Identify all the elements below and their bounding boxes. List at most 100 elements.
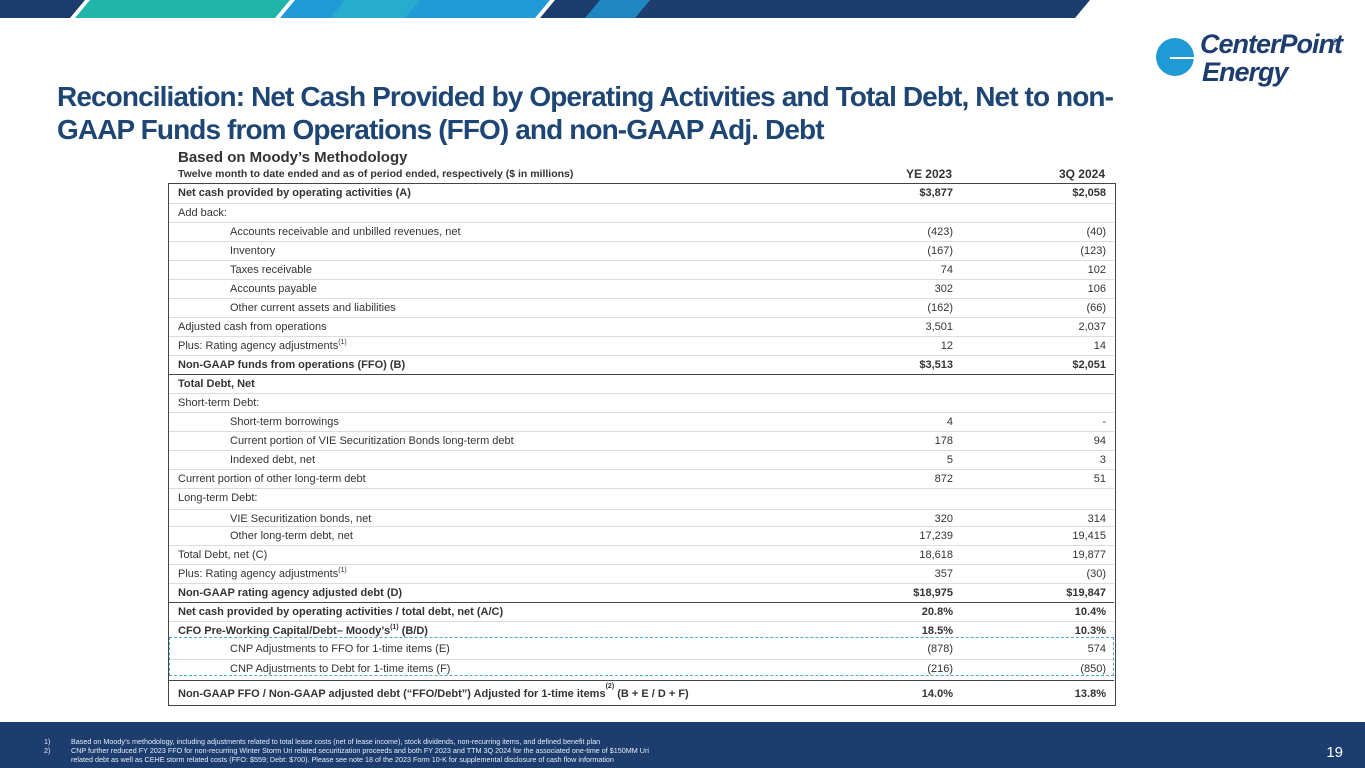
value-ye2023: 4 [946,416,953,428]
value-ye2023: (162) [927,302,953,314]
value-3q2024: (30) [1086,568,1106,580]
value-3q2024: $19,847 [1066,587,1106,599]
footnote-1-number: 1) [44,737,51,746]
table-row: Plus: Rating agency adjustments(1) 12 14 [169,336,1114,356]
logo-wordmark: CenterPoint Energy [1200,30,1343,87]
centerpoint-logo: CenterPoint Energy ® [1156,30,1346,92]
row-label-tail: (B + E / D + F) [614,688,689,700]
value-3q2024: 94 [1093,435,1106,447]
page-title: Reconciliation: Net Cash Provided by Ope… [57,81,1114,145]
value-3q2024: $2,058 [1072,187,1106,199]
row-label-text: VIE Securitization bonds, net [230,513,372,525]
value-3q2024: (40) [1086,226,1106,238]
row-label-text: Indexed debt, net [230,454,316,466]
table-row: Long-term Debt: [169,488,1114,507]
table-row: Net cash provided by operating activitie… [169,602,1114,621]
logo-line2: Energy [1202,57,1289,87]
row-label-text: Adjusted cash from operations [178,321,327,333]
row-label-text: Total Debt, Net [178,378,255,390]
footnote-1-text: Based on Moody’s methodology, including … [71,737,601,746]
row-label-text: Current portion of other long-term debt [178,473,366,485]
bottom-band [0,722,1365,735]
value-ye2023: 20.8% [921,606,953,618]
table-row: Short-term Debt: [169,393,1114,412]
row-label-text: Long-term Debt: [178,492,258,504]
value-3q2024: 574 [1087,643,1106,655]
row-label: Total Debt, Net [178,375,255,394]
page-number: 19 [1326,744,1343,761]
row-label: Accounts receivable and unbilled revenue… [230,223,461,242]
row-label-text: Net cash provided by operating activitie… [178,606,504,618]
value-3q2024: - [1102,416,1106,428]
row-label: Short-term borrowings [230,413,339,432]
row-label: VIE Securitization bonds, net [230,510,371,529]
row-label: CFO Pre-Working Capital/Debt– Moody’s(1)… [178,622,428,641]
footnote-ref: (1) [390,624,399,631]
row-label: Inventory [230,242,275,261]
row-label: Non-GAAP funds from operations (FFO) (B) [178,356,405,375]
column-header-3q2024: 3Q 2024 [1058,167,1105,181]
row-label: Current portion of other long-term debt [178,470,366,489]
row-label: CNP Adjustments to Debt for 1-time items… [230,660,450,679]
table-row: Current portion of VIE Securitization Bo… [169,431,1114,450]
row-label-text: Accounts receivable and unbilled revenue… [230,226,461,238]
footnote-2-text: CNP further reduced FY 2023 FFO for non-… [71,746,649,755]
value-ye2023: 18,618 [919,549,953,561]
row-label-text: Inventory [230,245,276,257]
value-ye2023: 357 [934,568,953,580]
table-row: Total Debt, net (C) 18,618 19,877 [169,545,1114,564]
value-ye2023: 12 [940,340,953,352]
table-row: CNP Adjustments to FFO for 1-time items … [169,640,1114,659]
value-ye2023: 3,501 [925,321,953,333]
footnote-2-number: 2) [44,746,51,755]
footnote-ref: (1) [338,567,347,574]
row-label: Total Debt, net (C) [178,546,267,565]
table-row: Non-GAAP funds from operations (FFO) (B)… [169,355,1114,374]
value-ye2023: 18.5% [921,625,953,637]
value-3q2024: (66) [1086,302,1106,314]
logo-line-icon [1170,57,1210,59]
row-label: Plus: Rating agency adjustments(1) [178,337,347,356]
value-ye2023: 14.0% [921,688,953,700]
row-label: CNP Adjustments to FFO for 1-time items … [230,640,450,659]
value-ye2023: (423) [927,226,953,238]
row-label-text: CNP Adjustments to Debt for 1-time items… [230,663,451,675]
value-ye2023: 320 [934,513,953,525]
value-3q2024: 14 [1093,340,1106,352]
footer: 1) Based on Moody’s methodology, includi… [0,735,1365,768]
value-3q2024: 13.8% [1074,688,1106,700]
row-label-text: Short-term Debt: [178,397,260,409]
value-3q2024: 106 [1087,283,1106,295]
row-label-text: Add back: [178,207,227,219]
value-ye2023: (167) [927,245,953,257]
table-row: Accounts receivable and unbilled revenue… [169,222,1114,241]
row-label-text: Non-GAAP rating agency adjusted debt (D) [178,587,403,599]
row-label: Accounts payable [230,280,317,299]
table-row: Non-GAAP rating agency adjusted debt (D)… [169,583,1114,602]
row-label-text: CFO Pre-Working Capital/Debt– Moody’s [178,625,391,637]
table-row: Taxes receivable 74 102 [169,260,1114,279]
value-3q2024: 10.4% [1074,606,1106,618]
table-row: Current portion of other long-term debt 8… [169,469,1114,488]
value-3q2024: (850) [1080,663,1106,675]
row-label: Current portion of VIE Securitization Bo… [230,432,514,451]
table-row: VIE Securitization bonds, net 320 314 [169,509,1114,528]
value-3q2024: 51 [1093,473,1106,485]
value-ye2023: 17,239 [919,530,953,542]
row-label: Indexed debt, net [230,451,315,470]
value-ye2023: (216) [927,663,953,675]
value-ye2023: 302 [934,283,953,295]
value-ye2023: 5 [946,454,953,466]
one-time-adjustments-highlight [169,637,1114,676]
row-label: Net cash provided by operating activitie… [178,603,503,622]
value-ye2023: 872 [934,473,953,485]
value-3q2024: $2,051 [1072,359,1106,371]
value-3q2024: 3 [1099,454,1106,466]
row-label-tail: (B/D) [398,625,428,637]
row-label: Net cash provided by operating activitie… [178,184,411,203]
row-label-text: Taxes receivable [230,264,312,276]
table-row: Plus: Rating agency adjustments(1) 357 (30… [169,564,1114,584]
table-row: Adjusted cash from operations 3,501 2,037 [169,317,1114,336]
footnote-ref: (1) [338,339,347,346]
row-label: Other current assets and liabilities [230,299,396,318]
